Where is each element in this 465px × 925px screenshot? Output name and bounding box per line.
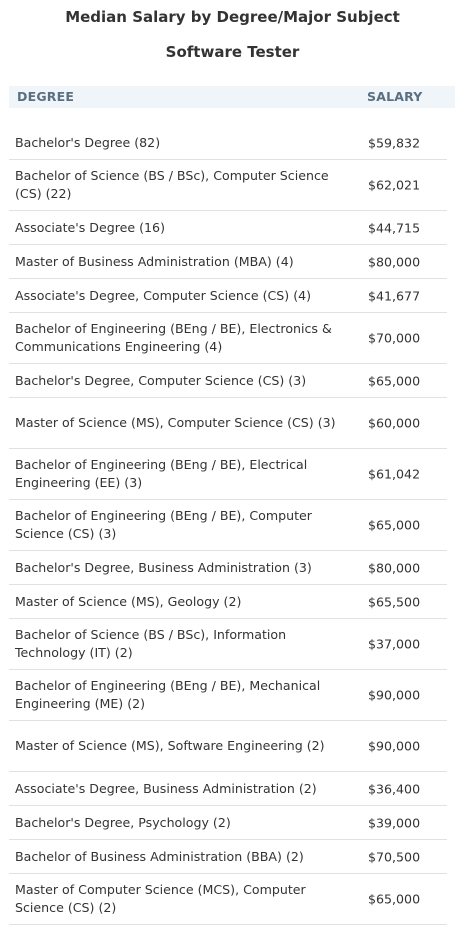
degree-cell: Bachelor's Degree, Business Administrati… [15,559,312,575]
table-row: Associate's Degree (16) $44,715 [9,211,447,245]
table-row: Master of Computer Science (MCS), Comput… [9,874,447,925]
page-title: Median Salary by Degree/Major Subject [65,8,400,26]
salary-table: Bachelor's Degree (82) $59,832 Bachelor of… [9,126,447,925]
salary-cell: $90,000 [368,687,421,703]
salary-column-header: SALARY [367,89,423,104]
degree-cell: Bachelor of Science (BS / BSc), Informat… [15,627,287,660]
table-row: Master of Science (MS), Geology (2) $65,5… [9,585,447,619]
salary-cell: $60,000 [368,415,421,431]
table-row: Bachelor's Degree, Business Administrati… [9,551,447,585]
table-row: Bachelor of Business Administration (BBA… [9,840,447,874]
salary-cell: $41,677 [368,288,421,303]
degree-cell: Master of Science (MS), Geology (2) [15,593,242,609]
table-row: Bachelor of Engineering (BEng / BE), Ele… [9,313,447,364]
degree-column-header: DEGREE [17,89,75,104]
degree-cell: Bachelor's Degree (82) [15,134,161,150]
table-header: DEGREE SALARY [9,86,455,108]
degree-cell: Bachelor's Degree, Psychology (2) [15,814,231,830]
degree-cell: Bachelor of Science (BS / BSc), Computer… [15,168,329,201]
degree-cell: Master of Science (MS), Software Enginee… [15,738,325,753]
degree-cell: Bachelor of Engineering (BEng / BE), Mec… [15,678,321,711]
table-row: Bachelor of Science (BS / BSc), Computer… [9,160,447,211]
table-row: Bachelor of Engineering (BEng / BE), Com… [9,500,447,551]
degree-cell: Master of Computer Science (MCS), Comput… [15,882,306,915]
salary-cell: $44,715 [368,220,421,235]
salary-cell: $65,000 [368,891,421,907]
salary-cell: $61,042 [368,466,421,482]
table-row: Master of Science (MS), Computer Science… [9,398,447,449]
table-row: Bachelor of Engineering (BEng / BE), Mec… [9,670,447,721]
degree-cell: Master of Business Administration (MBA) … [15,253,294,269]
salary-cell: $36,400 [368,781,421,796]
table-row: Bachelor of Engineering (BEng / BE), Ele… [9,449,447,500]
salary-cell: $80,000 [368,560,421,575]
degree-cell: Master of Science (MS), Computer Science… [15,415,336,430]
degree-cell: Bachelor of Engineering (BEng / BE), Ele… [15,457,308,490]
table-row: Bachelor's Degree (82) $59,832 [9,126,447,160]
degree-cell: Associate's Degree, Computer Science (CS… [15,287,312,303]
salary-cell: $39,000 [368,815,421,830]
salary-cell: $37,000 [368,636,421,652]
table-row: Bachelor's Degree, Computer Science (CS)… [9,364,447,398]
salary-cell: $70,000 [368,330,421,346]
degree-cell: Bachelor's Degree, Computer Science (CS)… [15,372,307,388]
table-row: Associate's Degree, Business Administrat… [9,772,447,806]
degree-cell: Associate's Degree, Business Administrat… [15,780,317,796]
salary-cell: $70,500 [368,849,421,864]
salary-cell: $62,021 [368,177,421,193]
table-row: Bachelor's Degree, Psychology (2) $39,000 [9,806,447,840]
salary-cell: $65,000 [368,373,421,388]
degree-cell: Bachelor of Business Administration (BBA… [15,848,304,864]
degree-cell: Bachelor of Engineering (BEng / BE), Com… [15,508,312,541]
salary-cell: $80,000 [368,254,421,269]
salary-cell: $65,000 [368,517,421,533]
table-row: Bachelor of Science (BS / BSc), Informat… [9,619,447,670]
degree-cell: Associate's Degree (16) [15,219,165,235]
salary-cell: $65,500 [368,594,421,609]
table-row: Master of Business Administration (MBA) … [9,245,447,279]
salary-cell: $90,000 [368,738,421,754]
salary-cell: $59,832 [368,135,421,150]
table-row: Master of Science (MS), Software Enginee… [9,721,447,772]
page-subtitle: Software Tester [165,43,300,61]
degree-cell: Bachelor of Engineering (BEng / BE), Ele… [15,321,332,354]
table-row: Associate's Degree, Computer Science (CS… [9,279,447,313]
